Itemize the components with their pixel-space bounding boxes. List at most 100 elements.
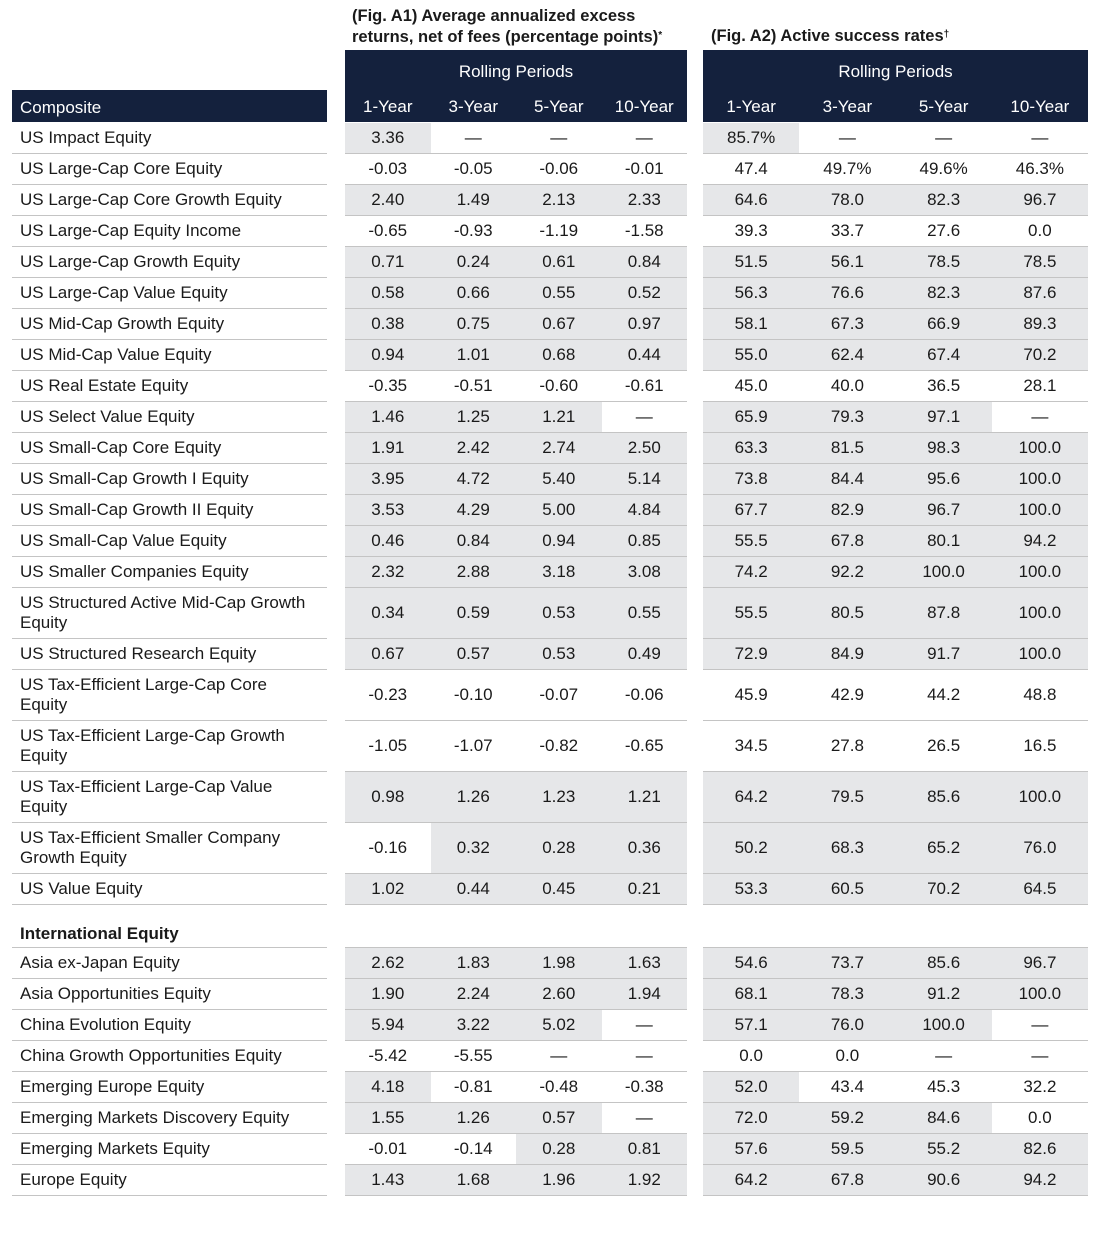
value-cell: 64.6 (703, 185, 800, 215)
value-group: 85.7% — — — (703, 123, 1088, 154)
value-cell: 100.0 (991, 557, 1088, 587)
value-cell: 82.3 (895, 185, 992, 215)
table-row: Asia Opportunities Equity 1.90 2.24 2.60 1.9… (0, 979, 1100, 1010)
fig-a2-title: (Fig. A2) Active success rates† (711, 26, 1081, 47)
value-group: 55.0 62.4 67.4 70.2 (703, 340, 1088, 371)
value-cell: -0.38 (624, 1077, 664, 1096)
value-cell: 67.3 (799, 309, 896, 339)
value-cell: -5.42 (368, 1046, 408, 1065)
value-cell: 49.7% (823, 159, 872, 178)
value-cell: -1.58 (624, 221, 664, 240)
value-cell: 55.2 (895, 1134, 992, 1164)
table-row: Emerging Markets Discovery Equity 1.55 1.2… (0, 1103, 1100, 1134)
title-text: (Fig. A2) Active success rates (711, 27, 944, 45)
composite-name: US Tax-Efficient Smaller Company Growth … (12, 823, 327, 874)
value-cell: 3.18 (516, 557, 602, 587)
value-cell: -1.19 (539, 221, 579, 240)
value-cell: 58.1 (703, 309, 800, 339)
value-cell: 5.14 (601, 464, 687, 494)
value-cell: 0.36 (601, 823, 687, 873)
value-cell: -0.61 (624, 376, 664, 395)
value-group: 1.90 2.24 2.60 1.94 (345, 979, 687, 1010)
value-cell: 33.7 (830, 221, 864, 240)
value-cell: 39.3 (734, 221, 768, 240)
value-cell: 42.9 (830, 685, 864, 704)
value-group: 0.38 0.75 0.67 0.97 (345, 309, 687, 340)
value-cell: 0.0 (1028, 1108, 1052, 1127)
value-cell: 0.68 (516, 340, 602, 370)
table-row: US Value Equity 1.02 0.44 0.45 0.21 53.3 60.5 7… (0, 874, 1100, 905)
table-row: Emerging Markets Equity -0.01 -0.14 0.28 0.8… (0, 1134, 1100, 1165)
value-group: 2.40 1.49 2.13 2.33 (345, 185, 687, 216)
value-cell: 80.5 (799, 588, 896, 638)
value-cell: 16.5 (1023, 736, 1057, 755)
value-group: 55.5 80.5 87.8 100.0 (703, 588, 1088, 639)
value-cell: 5.94 (345, 1010, 431, 1040)
value-cell: — (635, 407, 653, 426)
table-row: Europe Equity 1.43 1.68 1.96 1.92 64.2 67.8 90.… (0, 1165, 1100, 1196)
value-group: 0.34 0.59 0.53 0.55 (345, 588, 687, 639)
value-cell: 0.32 (430, 823, 516, 873)
value-group: 4.18 -0.81 -0.48 -0.38 (345, 1072, 687, 1103)
table-row: US Tax-Efficient Large-Cap Value Equity 0… (0, 772, 1100, 823)
value-group: -0.35 -0.51 -0.60 -0.61 (345, 371, 687, 402)
table-row: Emerging Europe Equity 4.18 -0.81 -0.48 -0.3… (0, 1072, 1100, 1103)
value-cell: 2.88 (430, 557, 516, 587)
value-group: 45.0 40.0 36.5 28.1 (703, 371, 1088, 402)
value-cell: 45.0 (734, 376, 768, 395)
value-cell: 55.0 (703, 340, 800, 370)
value-cell: 47.4 (734, 159, 768, 178)
value-cell: -1.05 (368, 736, 408, 755)
value-cell: — (464, 128, 482, 147)
value-cell: 1.91 (345, 433, 431, 463)
value-group: 68.1 78.3 91.2 100.0 (703, 979, 1088, 1010)
value-group: 52.0 43.4 45.3 32.2 (703, 1072, 1088, 1103)
value-cell: 1.68 (430, 1165, 516, 1195)
value-cell: -0.10 (453, 685, 493, 704)
value-cell: -0.01 (368, 1139, 408, 1158)
value-cell: 65.9 (703, 402, 800, 432)
value-cell: 3.22 (430, 1010, 516, 1040)
value-cell: 46.3% (1015, 159, 1064, 178)
value-group: 34.5 27.8 26.5 16.5 (703, 721, 1088, 772)
value-group: 0.0 0.0 — — (703, 1041, 1088, 1072)
value-cell: 0.81 (601, 1134, 687, 1164)
value-cell: 92.2 (799, 557, 896, 587)
period-row: 1-Year 3-Year 5-Year 10-Year (345, 97, 687, 117)
table-row: US Impact Equity 3.36 — — — 85.7% — — — (0, 123, 1100, 154)
value-cell: 79.3 (799, 402, 896, 432)
value-cell: 1.02 (345, 874, 431, 904)
table-row: US Small-Cap Value Equity 0.46 0.84 0.94 0.8… (0, 526, 1100, 557)
table-row: US Smaller Companies Equity 2.32 2.88 3.18 3… (0, 557, 1100, 588)
value-group: 1.91 2.42 2.74 2.50 (345, 433, 687, 464)
value-cell: 0.24 (430, 247, 516, 277)
value-group: 45.9 42.9 44.2 48.8 (703, 670, 1088, 721)
value-cell: 70.2 (895, 874, 992, 904)
value-cell: — (635, 1108, 653, 1127)
value-cell: 1.21 (516, 402, 602, 432)
value-group: 47.4 49.7% 49.6% 46.3% (703, 154, 1088, 185)
value-cell: 90.6 (895, 1165, 992, 1195)
value-cell: 85.6 (895, 948, 992, 978)
value-group: 3.53 4.29 5.00 4.84 (345, 495, 687, 526)
composite-name: US Large-Cap Core Equity (12, 154, 327, 185)
value-cell: 80.1 (895, 526, 992, 556)
value-cell: 0.71 (345, 247, 431, 277)
value-cell: 0.58 (345, 278, 431, 308)
value-group: 2.62 1.83 1.98 1.63 (345, 948, 687, 979)
value-group: 39.3 33.7 27.6 0.0 (703, 216, 1088, 247)
value-cell: 1.94 (601, 979, 687, 1009)
value-cell: 1.26 (430, 772, 516, 822)
value-group: 0.98 1.26 1.23 1.21 (345, 772, 687, 823)
value-cell: 44.2 (927, 685, 961, 704)
composite-name: China Evolution Equity (12, 1010, 327, 1041)
value-group: -0.03 -0.05 -0.06 -0.01 (345, 154, 687, 185)
composite-name: US Impact Equity (12, 123, 327, 154)
value-cell: 68.1 (703, 979, 800, 1009)
value-cell: 0.34 (345, 588, 431, 638)
value-cell: -0.48 (539, 1077, 579, 1096)
value-cell: -0.65 (368, 221, 408, 240)
period-label: 1-Year (726, 97, 776, 116)
value-cell: 100.0 (991, 772, 1088, 822)
value-cell: 57.6 (703, 1134, 800, 1164)
